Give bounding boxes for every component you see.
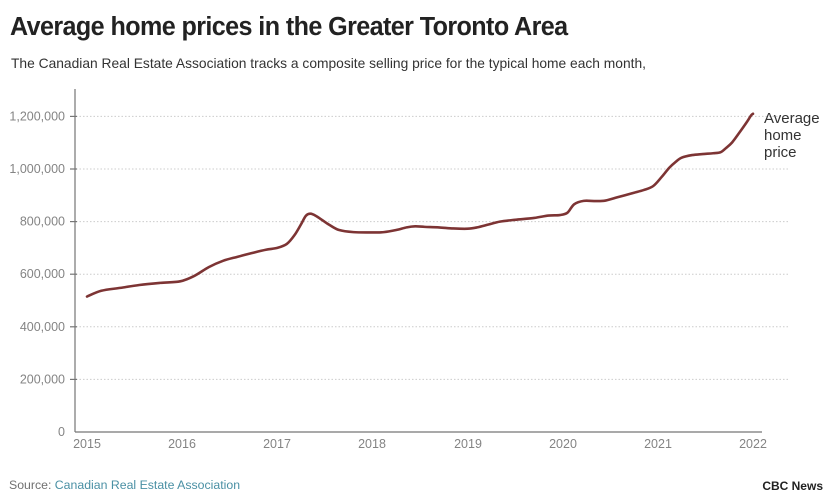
svg-text:price: price (764, 144, 797, 161)
svg-text:2018: 2018 (358, 437, 386, 451)
svg-text:2020: 2020 (549, 437, 577, 451)
svg-text:200,000: 200,000 (20, 372, 65, 386)
svg-text:1,200,000: 1,200,000 (9, 110, 65, 124)
svg-text:2016: 2016 (168, 437, 196, 451)
svg-text:Average: Average (764, 110, 820, 127)
svg-text:400,000: 400,000 (20, 320, 65, 334)
svg-text:2019: 2019 (454, 437, 482, 451)
svg-text:2015: 2015 (73, 437, 101, 451)
svg-text:2021: 2021 (644, 437, 672, 451)
svg-text:1,000,000: 1,000,000 (9, 162, 65, 176)
svg-text:0: 0 (58, 425, 65, 439)
svg-text:2022: 2022 (739, 437, 767, 451)
svg-text:600,000: 600,000 (20, 267, 65, 281)
svg-text:2017: 2017 (263, 437, 291, 451)
svg-text:home: home (764, 127, 802, 144)
svg-text:800,000: 800,000 (20, 215, 65, 229)
